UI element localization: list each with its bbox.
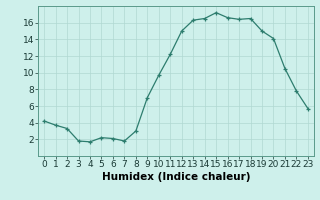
- X-axis label: Humidex (Indice chaleur): Humidex (Indice chaleur): [102, 172, 250, 182]
